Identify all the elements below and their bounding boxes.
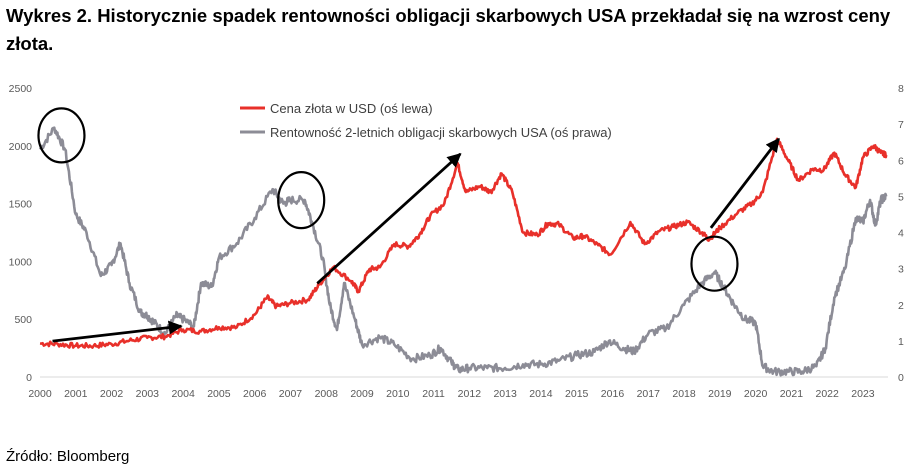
y-left-tick-label: 1000 xyxy=(9,256,33,268)
y-right-tick-label: 8 xyxy=(898,83,904,95)
y-right-tick-label: 6 xyxy=(898,155,904,167)
x-tick-label: 2015 xyxy=(565,388,589,400)
x-tick-label: 2020 xyxy=(744,388,768,400)
x-tick-label: 2001 xyxy=(64,388,88,400)
x-tick-label: 2023 xyxy=(851,388,875,400)
x-tick-label: 2009 xyxy=(350,388,374,400)
annotation-circle xyxy=(277,171,326,230)
page-title: Wykres 2. Historycznie spadek rentownośc… xyxy=(6,5,891,54)
source-note: Źródło: Bloomberg xyxy=(6,448,130,465)
y-right-tick-label: 2 xyxy=(898,300,904,312)
y-left-tick-label: 2000 xyxy=(9,141,33,153)
x-tick-label: 2002 xyxy=(100,388,124,400)
x-tick-label: 2003 xyxy=(136,388,160,400)
y-right-tick-label: 4 xyxy=(898,228,904,240)
x-tick-label: 2019 xyxy=(708,388,732,400)
x-tick-label: 2010 xyxy=(386,388,410,400)
legend-label-gold: Cena złota w USD (oś lewa) xyxy=(270,101,433,116)
annotation-circle xyxy=(37,107,86,164)
y-right-tick-label: 5 xyxy=(898,191,904,203)
y-right-tick-label: 0 xyxy=(898,372,904,384)
annotation-arrow xyxy=(316,152,462,285)
x-tick-label: 2006 xyxy=(243,388,267,400)
x-tick-label: 2012 xyxy=(458,388,482,400)
y-right-tick-label: 7 xyxy=(898,119,904,131)
x-tick-label: 2016 xyxy=(601,388,625,400)
y-right-tick-label: 3 xyxy=(898,264,904,276)
annotation-arrow xyxy=(709,137,780,229)
annotation-arrow xyxy=(52,320,183,343)
x-tick-label: 2000 xyxy=(28,388,52,400)
legend-label-yield: Rentowność 2-letnich obligacji skarbowyc… xyxy=(270,125,612,140)
series-line-yield xyxy=(38,126,888,377)
x-tick-label: 2021 xyxy=(780,388,804,400)
y-left-tick-label: 1500 xyxy=(9,199,33,211)
x-tick-label: 2018 xyxy=(672,388,696,400)
x-tick-label: 2007 xyxy=(279,388,303,400)
series-line-gold xyxy=(39,137,888,349)
x-tick-label: 2014 xyxy=(529,388,553,400)
x-tick-label: 2008 xyxy=(315,388,339,400)
x-tick-label: 2013 xyxy=(493,388,517,400)
y-right-tick-label: 1 xyxy=(898,336,904,348)
x-tick-label: 2011 xyxy=(422,388,445,400)
y-left-tick-label: 2500 xyxy=(9,83,33,95)
y-left-tick-label: 0 xyxy=(26,372,32,384)
y-left-tick-label: 500 xyxy=(14,314,32,326)
x-tick-label: 2017 xyxy=(637,388,661,400)
x-tick-label: 2005 xyxy=(207,388,231,400)
x-tick-label: 2022 xyxy=(815,388,839,400)
annotation-circle xyxy=(690,235,739,292)
x-tick-label: 2004 xyxy=(171,388,195,400)
